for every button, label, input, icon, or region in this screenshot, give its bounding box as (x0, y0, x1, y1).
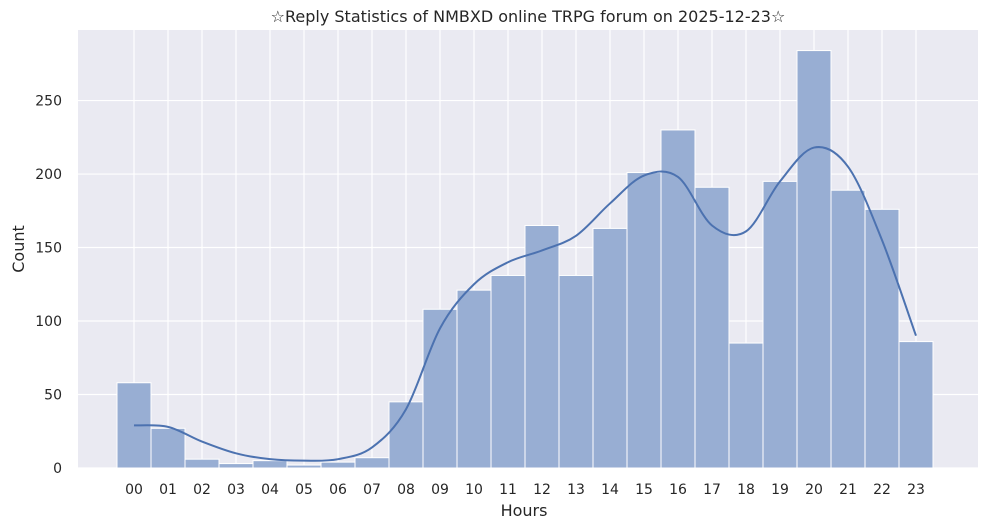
y-tick-label: 0 (53, 461, 62, 477)
x-tick-label: 19 (771, 482, 789, 498)
x-tick-label: 12 (533, 482, 551, 498)
x-tick-label: 21 (839, 482, 857, 498)
x-tick-label: 13 (567, 482, 585, 498)
bar-17 (694, 186, 730, 469)
x-tick-label: 20 (805, 482, 823, 498)
bar-20 (796, 50, 832, 469)
bar-08 (388, 401, 424, 469)
bar-19 (762, 180, 798, 469)
kde-curve (133, 146, 917, 462)
bar-11 (490, 274, 526, 469)
bar-18 (728, 342, 764, 469)
bar-05 (286, 464, 322, 469)
y-tick-label: 150 (35, 241, 62, 257)
x-tick-label: 04 (261, 482, 279, 498)
chart-title: ☆Reply Statistics of NMBXD online TRPG f… (271, 7, 786, 26)
bar-15 (626, 172, 662, 469)
x-tick-label: 05 (295, 482, 313, 498)
bar-07 (354, 457, 390, 469)
bar-12 (524, 224, 560, 469)
x-tick-label: 03 (227, 482, 245, 498)
bar-22 (864, 208, 900, 469)
x-axis-label: Hours (501, 501, 548, 520)
bar-01 (150, 427, 186, 469)
x-tick-label: 16 (669, 482, 687, 498)
x-tick-label: 11 (499, 482, 517, 498)
bar-10 (456, 289, 492, 469)
x-tick-label: 07 (363, 482, 381, 498)
bar-02 (184, 458, 220, 469)
bar-14 (592, 227, 628, 469)
x-tick-label: 18 (737, 482, 755, 498)
x-tick-label: 10 (465, 482, 483, 498)
x-tick-label: 15 (635, 482, 653, 498)
bar-04 (252, 460, 288, 469)
y-tick-label: 200 (35, 167, 62, 183)
x-tick-label: 06 (329, 482, 347, 498)
bar-03 (218, 463, 254, 469)
x-tick-label: 23 (907, 482, 925, 498)
x-tick-labels: 00 01 02 03 04 05 06 07 08 09 10 11 12 13 14 15 16 17 18 19… (125, 482, 925, 498)
bar-23 (898, 341, 934, 469)
bar-13 (558, 274, 594, 469)
x-tick-label: 14 (601, 482, 619, 498)
x-tick-label: 01 (159, 482, 177, 498)
x-tick-label: 02 (193, 482, 211, 498)
x-tick-label: 09 (431, 482, 449, 498)
bar-16 (660, 129, 696, 469)
x-tick-label: 00 (125, 482, 143, 498)
y-tick-label: 250 (35, 94, 62, 110)
bar-09 (422, 308, 458, 469)
y-tick-label: 50 (44, 388, 62, 404)
bars (116, 50, 934, 469)
x-tick-label: 22 (873, 482, 891, 498)
x-tick-label: 08 (397, 482, 415, 498)
y-axis-label: Count (9, 225, 28, 273)
bar-21 (830, 189, 866, 469)
y-tick-label: 100 (35, 314, 62, 330)
y-tick-labels: 0 50 100 150 200 250 (35, 94, 62, 477)
bar-06 (320, 461, 356, 469)
x-tick-label: 17 (703, 482, 721, 498)
